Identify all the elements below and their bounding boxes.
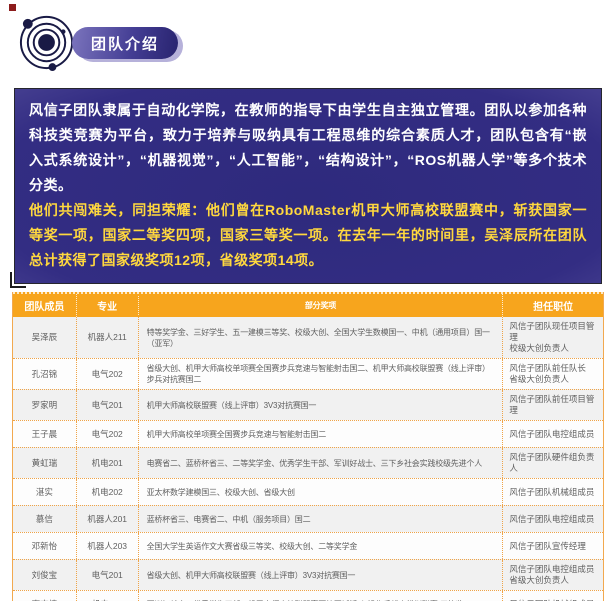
orbit-atom-logo-icon [19, 15, 74, 72]
table-row: 黄虹瑞 机电201 电赛省二、蓝桥杯省三、二等奖学金、优秀学生干部、军训好战士、… [13, 447, 603, 478]
member-major: 机器人203 [75, 533, 138, 559]
member-position: 风信子团队机械组成员 [502, 479, 603, 505]
header-position: 担任职位 [502, 294, 603, 317]
table-row: 王子晨 电气202 机甲大师高校单项赛全国赛步兵竞速与智能射击国二 风信子团队电… [13, 420, 603, 447]
member-name: 湛实 [35, 486, 53, 497]
table-row: 孔沼锦 电气202 省级大创、机甲大师高校单项赛全国赛步兵竞速与智能射击国二、机… [13, 358, 603, 389]
member-name: 吴泽辰 [31, 332, 58, 342]
header-major: 专业 [75, 294, 138, 317]
member-name: 孔沼锦 [31, 368, 58, 379]
member-position: 风信子团队电控组成员 省级大创负责人 [502, 560, 603, 590]
member-major: 机电201 [75, 448, 138, 478]
member-major: 电气202 [75, 359, 138, 389]
table-row: 刘俊宝 电气201 省级大创、机甲大师高校联盟赛（线上评审）3V3对抗赛国一 风… [13, 559, 603, 590]
member-awards: 蓝桥杯省三、电赛省二、中机（服务项目）国二 [137, 506, 503, 532]
member-position: 风信子团队前任队长 省级大创负责人 [502, 359, 603, 389]
team-members-table: 团队成员 专业 部分奖项 担任职位 吴泽辰 机器人211 特等奖学金、三好学生、… [12, 292, 604, 601]
member-awards: 特等奖学金、三好学生、五一建模三等奖、校级大创、全国大学生数模国一、中机（通用项… [137, 317, 503, 358]
intro-highlight-paragraph: 他们共闯难关，同担荣耀：他们曾在RoboMaster机甲大师高校联盟赛中，斩获国… [29, 202, 587, 268]
member-awards: 省级大创、机甲大师高校联盟赛（线上评审）3V3对抗赛国一 [137, 560, 503, 590]
member-position: 风信子团队宣传经理 [502, 533, 603, 559]
member-name: 王子晨 [31, 428, 58, 439]
member-name: 刘俊宝 [31, 569, 58, 580]
intro-paragraph: 风信子团队隶属于自动化学院，在教师的指导下由学生自主独立管理。团队以参加各种科技… [29, 102, 587, 193]
member-major: 机器人211 [75, 317, 138, 358]
table-row: 李志捷 机电211 军训好战士、优秀学生干部、机甲大师高校联盟赛百校区域活动“操… [13, 590, 603, 601]
header-awards: 部分奖项 [137, 296, 503, 315]
member-awards: 机甲大师高校联盟赛（线上评审）3V3对抗赛国一 [137, 390, 503, 420]
member-name: 黄虹瑞 [31, 457, 58, 468]
member-major: 机器人201 [75, 506, 138, 532]
table-row: 湛实 机电202 亚太杯数学建模国三、校级大创、省级大创 风信子团队机械组成员 [13, 478, 603, 505]
section-title-badge: 团队介绍 [72, 27, 179, 59]
table-body: 吴泽辰 机器人211 特等奖学金、三好学生、五一建模三等奖、校级大创、全国大学生… [13, 317, 603, 601]
member-awards: 机甲大师高校单项赛全国赛步兵竞速与智能射击国二 [137, 421, 503, 447]
member-name: 邓新怡 [31, 540, 58, 551]
member-position: 风信子团队机械组成员 [502, 591, 603, 601]
member-awards: 全国大学生英语作文大赛省级三等奖、校级大创、二等奖学金 [137, 533, 503, 559]
header-member: 团队成员 [24, 302, 65, 313]
table-row: 吴泽辰 机器人211 特等奖学金、三好学生、五一建模三等奖、校级大创、全国大学生… [13, 317, 603, 358]
member-position: 风信子团队前任项目管理 [502, 390, 603, 420]
member-awards: 亚太杯数学建模国三、校级大创、省级大创 [137, 479, 503, 505]
member-position: 风信子团队现任项目管理 校级大创负责人 [502, 317, 603, 358]
member-name: 李志捷 [13, 591, 76, 601]
member-name: 罗家明 [31, 399, 58, 410]
member-awards: 军训好战士、优秀学生干部、机甲大师高校联盟赛百校区域活动“操作手线上模拟联赛”三… [137, 591, 503, 601]
member-position: 风信子团队电控组成员 [502, 506, 603, 532]
member-major: 机电211 [75, 591, 138, 601]
member-position: 风信子团队电控组成员 [502, 421, 603, 447]
table-row: 邓新怡 机器人203 全国大学生英语作文大赛省级三等奖、校级大创、二等奖学金 风… [13, 532, 603, 559]
member-major: 电气202 [75, 421, 138, 447]
member-awards: 省级大创、机甲大师高校单项赛全国赛步兵竞速与智能射击国二、机甲大师高校联盟赛（线… [137, 359, 503, 389]
team-intro-panel: 风信子团队隶属于自动化学院，在教师的指导下由学生自主独立管理。团队以参加各种科技… [10, 88, 602, 288]
table-header-row: 团队成员 专业 部分奖项 担任职位 [13, 292, 603, 317]
red-corner-square [9, 4, 16, 11]
page-header: 团队介绍 [0, 0, 615, 82]
table-row: 慕信 机器人201 蓝桥杯省三、电赛省二、中机（服务项目）国二 风信子团队电控组… [13, 505, 603, 532]
section-title-label: 团队介绍 [91, 35, 160, 53]
member-position: 风信子团队硬件组负责人 [502, 448, 603, 478]
table-row: 罗家明 电气201 机甲大师高校联盟赛（线上评审）3V3对抗赛国一 风信子团队前… [13, 389, 603, 420]
member-name: 慕信 [35, 513, 53, 524]
member-awards: 电赛省二、蓝桥杯省三、二等奖学金、优秀学生干部、军训好战士、三下乡社会实践校级先… [137, 448, 503, 478]
member-major: 机电202 [75, 479, 138, 505]
member-major: 电气201 [75, 560, 138, 590]
member-major: 电气201 [75, 390, 138, 420]
